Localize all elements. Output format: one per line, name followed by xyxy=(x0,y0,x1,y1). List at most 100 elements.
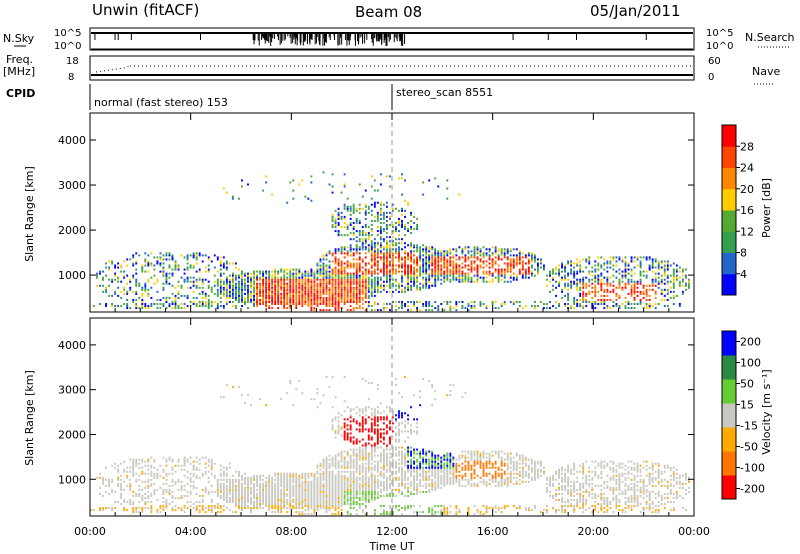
power-cell xyxy=(277,270,280,273)
velocity-cell xyxy=(241,484,243,487)
power-cell xyxy=(292,302,295,306)
velocity-cell xyxy=(210,466,213,469)
power-cell xyxy=(274,294,277,297)
power-cell xyxy=(419,254,422,257)
power-cell xyxy=(325,298,328,301)
velocity-cell xyxy=(361,494,364,497)
power-cell xyxy=(419,272,422,275)
velocity-cell xyxy=(177,488,180,491)
velocity-cell xyxy=(171,466,174,469)
velocity-cell xyxy=(117,470,120,473)
power-cell xyxy=(147,307,150,310)
power-cell xyxy=(337,221,340,224)
velocity-cell xyxy=(228,509,231,512)
velocity-cell xyxy=(292,507,295,510)
velocity-cell xyxy=(349,428,352,431)
velocity-cell xyxy=(364,408,367,411)
velocity-cell xyxy=(358,466,361,469)
power-cell xyxy=(355,217,358,220)
power-cell xyxy=(268,307,271,310)
velocity-cell xyxy=(102,494,104,497)
power-cell xyxy=(440,274,443,277)
power-cell xyxy=(174,298,177,301)
velocity-cell xyxy=(337,478,340,481)
velocity-cell xyxy=(268,494,271,497)
velocity-cell xyxy=(316,484,319,487)
power-cell xyxy=(268,280,271,283)
velocity-cell xyxy=(358,503,361,506)
velocity-cell xyxy=(340,478,343,481)
power-cell xyxy=(334,309,337,312)
power-cell xyxy=(334,268,337,271)
power-cell xyxy=(488,250,491,253)
power-cell xyxy=(141,292,144,295)
power-cell xyxy=(355,278,358,281)
power-cell xyxy=(259,286,262,289)
power-cell xyxy=(434,278,437,281)
velocity-cell xyxy=(277,486,280,489)
velocity-cell xyxy=(328,476,331,479)
power-cell xyxy=(533,254,536,257)
velocity-cell xyxy=(228,480,231,483)
power-cell xyxy=(385,256,388,259)
power-cell xyxy=(310,274,313,277)
velocity-cell xyxy=(301,511,304,514)
velocity-cell xyxy=(301,476,304,479)
velocity-cell xyxy=(244,507,246,510)
velocity-cell xyxy=(216,511,219,514)
velocity-cell xyxy=(219,505,222,508)
velocity-cell xyxy=(207,480,210,483)
velocity-cell xyxy=(244,490,246,493)
power-cell xyxy=(346,252,349,255)
velocity-cell xyxy=(213,474,216,477)
power-cell xyxy=(280,296,283,299)
power-cell xyxy=(392,236,394,239)
power-cell xyxy=(555,280,557,283)
velocity-cell xyxy=(247,480,249,483)
power-cell xyxy=(343,246,346,249)
power-cell xyxy=(388,236,391,239)
power-cell xyxy=(241,280,243,283)
power-cell xyxy=(349,296,352,299)
power-cell xyxy=(648,264,651,267)
velocity-cell xyxy=(262,478,265,481)
power-cell xyxy=(385,219,388,222)
power-cell xyxy=(364,240,367,243)
power-cell xyxy=(410,264,413,267)
power-cell xyxy=(461,270,464,273)
power-cell xyxy=(388,286,391,289)
power-cell xyxy=(346,286,349,289)
power-cell xyxy=(382,260,385,263)
power-cell xyxy=(316,268,319,271)
power-cell xyxy=(479,258,482,261)
power-cell xyxy=(379,230,382,233)
velocity-cell xyxy=(283,494,286,497)
power-cell xyxy=(497,272,500,275)
velocity-cell xyxy=(180,509,183,512)
power-cell xyxy=(322,171,325,174)
power-colorbar-swatch xyxy=(722,188,736,211)
power-cell xyxy=(506,256,509,259)
power-cell xyxy=(292,290,295,293)
power-cell xyxy=(449,256,452,259)
power-cell xyxy=(259,288,262,291)
velocity-cell xyxy=(102,507,104,510)
power-cell xyxy=(165,254,168,257)
power-cell xyxy=(349,300,352,303)
velocity-cell xyxy=(361,450,364,453)
power-cell xyxy=(364,280,367,283)
power-cell xyxy=(497,256,500,259)
power-cell xyxy=(473,268,476,271)
power-cell xyxy=(373,278,376,281)
power-cell xyxy=(506,258,509,261)
velocity-cell xyxy=(346,496,349,499)
power-cell xyxy=(440,254,443,257)
power-cell xyxy=(268,282,271,285)
velocity-cell xyxy=(241,488,243,491)
velocity-cell xyxy=(346,480,349,483)
power-cell xyxy=(410,272,413,275)
power-cell xyxy=(219,256,222,259)
velocity-cell xyxy=(253,482,255,485)
power-cell xyxy=(618,258,621,261)
power-cell xyxy=(573,302,576,306)
